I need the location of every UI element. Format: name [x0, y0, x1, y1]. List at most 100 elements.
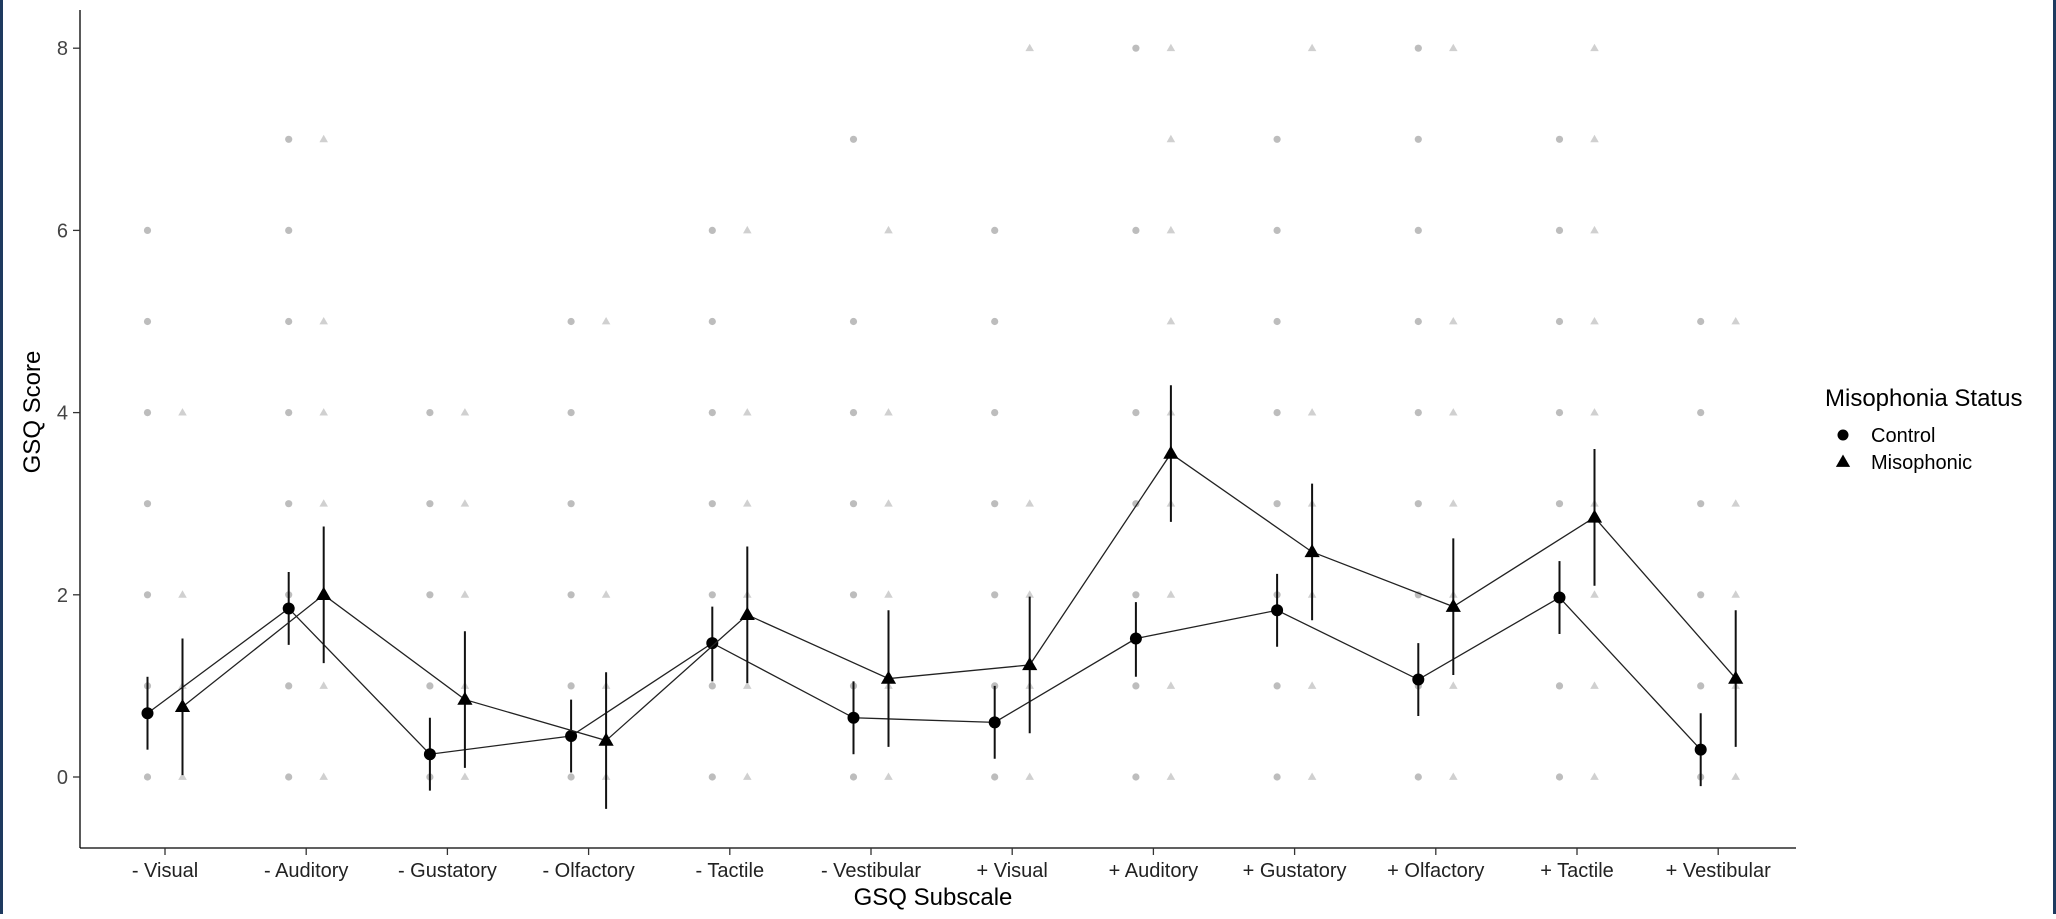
raw-point-misophonic	[1449, 408, 1458, 416]
raw-point-control	[708, 682, 716, 690]
raw-points-layer	[143, 43, 1740, 781]
raw-point-misophonic	[1731, 499, 1740, 507]
raw-point-misophonic	[1166, 681, 1176, 689]
mean-point-control	[141, 707, 154, 720]
axes: 0 2 4 6 8 - Visual - Auditory - Gustatory - Olfa…	[57, 10, 1796, 882]
raw-point-control	[285, 773, 293, 781]
raw-point-misophonic	[319, 134, 328, 143]
raw-point-control	[1555, 226, 1564, 234]
raw-point-control	[143, 226, 152, 234]
raw-point-misophonic	[1025, 499, 1034, 507]
raw-point-control	[1555, 317, 1564, 326]
mean-point-misophonic	[1163, 445, 1179, 459]
mean-point-misophonic	[457, 691, 473, 705]
raw-point-misophonic	[319, 408, 328, 416]
raw-point-control	[991, 591, 999, 599]
raw-point-control	[285, 682, 293, 690]
raw-point-misophonic	[319, 499, 328, 507]
mean-point-control	[1553, 591, 1566, 604]
mean-point-misophonic	[1445, 598, 1461, 612]
mean-point-control	[988, 716, 1001, 729]
raw-point-misophonic	[884, 225, 893, 234]
raw-point-control	[1273, 773, 1281, 781]
mean-point-misophonic	[739, 606, 755, 621]
raw-point-control	[708, 773, 716, 781]
raw-point-misophonic	[1449, 499, 1458, 507]
raw-point-misophonic	[1166, 317, 1176, 325]
mean-point-control	[423, 748, 436, 761]
raw-point-control	[991, 317, 999, 326]
raw-point-misophonic	[1590, 43, 1599, 52]
raw-point-misophonic	[178, 590, 187, 598]
raw-point-control	[1132, 591, 1140, 599]
raw-point-control	[708, 317, 716, 326]
y-tick-label: 8	[57, 38, 68, 60]
raw-point-control	[1414, 135, 1422, 143]
mean-point-misophonic	[598, 732, 614, 746]
raw-point-misophonic	[1449, 43, 1458, 52]
raw-point-control	[567, 317, 575, 326]
mean-point-misophonic	[1728, 670, 1744, 684]
raw-point-control	[567, 591, 575, 599]
raw-point-control	[285, 317, 293, 326]
legend: Misophonia Status Control Misophonic	[1825, 385, 2022, 474]
raw-point-control	[708, 500, 716, 508]
raw-point-misophonic	[460, 772, 470, 780]
raw-point-misophonic	[319, 772, 328, 780]
mean-point-control	[706, 637, 719, 650]
raw-point-misophonic	[884, 408, 893, 416]
raw-point-misophonic	[884, 499, 893, 507]
raw-point-control	[1555, 500, 1564, 508]
raw-point-misophonic	[743, 772, 752, 780]
x-tick-label: - Olfactory	[542, 860, 634, 882]
raw-point-misophonic	[1166, 590, 1176, 598]
raw-point-control	[1697, 409, 1705, 417]
raw-point-control	[849, 500, 858, 508]
mean-point-misophonic	[880, 670, 897, 684]
raw-point-control	[1132, 44, 1140, 52]
raw-point-control	[143, 773, 152, 781]
mean-point-misophonic	[174, 698, 191, 713]
legend-key-control	[1837, 429, 1849, 441]
raw-point-control	[1273, 409, 1281, 417]
raw-point-control	[991, 500, 999, 508]
raw-point-misophonic	[1166, 134, 1176, 143]
raw-point-misophonic	[1590, 772, 1599, 780]
raw-point-misophonic	[178, 408, 187, 416]
raw-point-control	[1273, 682, 1281, 690]
x-tick-label: + Auditory	[1109, 860, 1199, 882]
raw-point-misophonic	[1449, 772, 1458, 780]
raw-point-control	[143, 591, 152, 599]
x-tick-label: + Gustatory	[1243, 860, 1347, 882]
raw-point-control	[1414, 500, 1422, 508]
raw-point-misophonic	[1590, 590, 1599, 598]
legend-label-misophonic: Misophonic	[1871, 452, 1972, 474]
raw-point-control	[1132, 682, 1140, 690]
raw-point-misophonic	[319, 681, 328, 689]
legend-items: Control Misophonic	[1835, 425, 1972, 474]
raw-point-control	[143, 317, 152, 326]
raw-point-control	[143, 500, 152, 508]
mean-point-misophonic	[1586, 509, 1603, 523]
raw-point-misophonic	[1590, 408, 1599, 416]
raw-point-misophonic	[1307, 43, 1317, 52]
x-tick-label: - Visual	[132, 860, 198, 882]
raw-point-misophonic	[1590, 225, 1599, 234]
y-tick-label: 0	[57, 767, 68, 789]
raw-point-control	[1132, 409, 1140, 417]
raw-point-control	[1414, 44, 1422, 52]
x-tick-label: + Vestibular	[1666, 860, 1771, 882]
raw-point-control	[426, 591, 434, 599]
raw-point-control	[426, 682, 434, 690]
raw-point-misophonic	[1307, 408, 1317, 416]
raw-point-misophonic	[1025, 772, 1034, 780]
raw-point-misophonic	[1449, 681, 1458, 689]
raw-point-misophonic	[1590, 134, 1599, 143]
raw-point-control	[849, 773, 858, 781]
x-tick-label: + Tactile	[1540, 860, 1614, 882]
raw-point-control	[1414, 317, 1422, 326]
mean-point-control	[282, 602, 295, 615]
raw-point-misophonic	[884, 590, 893, 598]
raw-point-control	[1132, 773, 1140, 781]
